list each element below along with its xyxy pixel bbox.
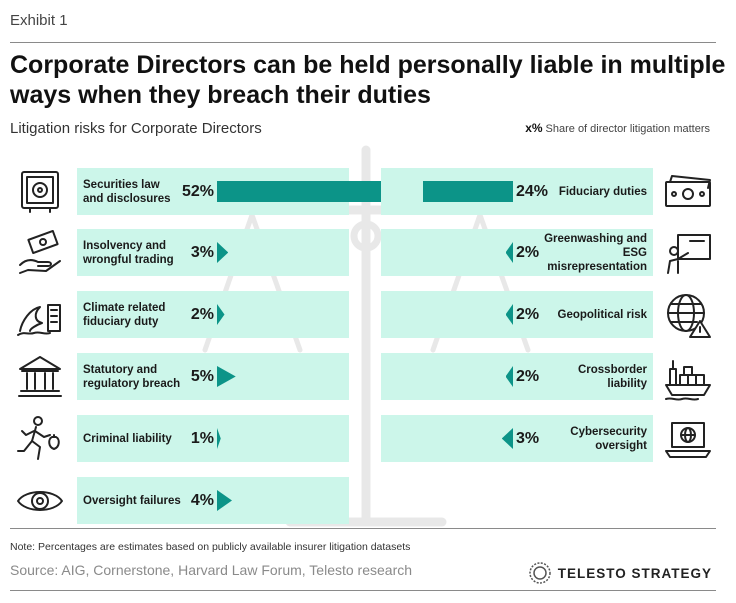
right-row: Fiduciary duties 24%	[381, 168, 653, 215]
legend-marker: x%	[525, 121, 543, 135]
bar	[217, 181, 412, 202]
footer-rule	[10, 590, 716, 591]
value-label: 4%	[190, 491, 214, 509]
courthouse-icon	[18, 356, 62, 397]
left-row: Insolvency and wrongful trading 3%	[77, 229, 349, 276]
bar	[423, 181, 513, 202]
chart-title: Corporate Directors can be held personal…	[10, 51, 726, 109]
bar	[501, 428, 513, 449]
brand-logo: TELESTO STRATEGY	[528, 562, 712, 584]
safe-icon	[21, 171, 59, 213]
value-label: 52%	[181, 182, 214, 200]
footnote: Note: Percentages are estimates based on…	[10, 541, 411, 553]
value-label: 5%	[190, 367, 214, 385]
category-label: Cybersecurity oversight	[570, 425, 647, 452]
money-hand-icon	[19, 229, 61, 274]
category-label: Insolvency and wrongful trading	[83, 239, 174, 266]
bar	[217, 490, 232, 511]
right-row: Cybersecurity oversight 3%	[381, 415, 653, 462]
value-label: 3%	[190, 243, 214, 261]
category-label: Criminal liability	[83, 432, 172, 445]
bar	[217, 428, 221, 449]
exhibit-label: Exhibit 1	[10, 12, 68, 29]
legend-text: Share of director litigation matters	[545, 123, 710, 135]
left-row: Climate related fiduciary duty 2%	[77, 291, 349, 338]
left-row: Criminal liability 1%	[77, 415, 349, 462]
running-thief-icon	[17, 416, 60, 460]
category-label: Oversight failures	[83, 494, 181, 507]
bar	[505, 366, 513, 387]
value-label: 3%	[516, 429, 540, 447]
bar	[217, 242, 229, 263]
brand-name: TELESTO STRATEGY	[557, 565, 712, 581]
bar	[505, 304, 513, 325]
telesto-logo-icon	[528, 562, 551, 584]
value-label: 1%	[190, 429, 214, 447]
laptop-globe-icon	[665, 422, 711, 458]
bar	[505, 242, 513, 263]
value-label: 24%	[516, 182, 549, 200]
category-label: Statutory and regulatory breach	[83, 363, 181, 390]
category-label: Climate related fiduciary duty	[83, 301, 166, 328]
category-label: Crossborder liability	[577, 363, 647, 390]
cargo-ship-icon	[665, 360, 711, 401]
category-label: Geopolitical risk	[557, 308, 647, 321]
value-label: 2%	[516, 367, 540, 385]
banknotes-icon	[665, 175, 711, 207]
right-row: Crossborder liability 2%	[381, 353, 653, 400]
source-line: Source: AIG, Cornerstone, Harvard Law Fo…	[10, 562, 413, 578]
chart-subtitle: Litigation risks for Corporate Directors	[10, 120, 262, 137]
value-label: 2%	[516, 305, 540, 323]
value-label: 2%	[516, 243, 540, 261]
value-label: 2%	[190, 305, 214, 323]
category-label: Greenwashing and ESG misrepresentation	[544, 232, 647, 273]
presentation-icon	[667, 234, 711, 274]
wave-building-icon	[17, 304, 61, 336]
right-row: Greenwashing and ESG misrepresentation 2%	[381, 229, 653, 276]
left-row: Oversight failures 4%	[77, 477, 349, 524]
left-row: Securities law and disclosures 52%	[77, 168, 412, 215]
top-rule	[10, 42, 716, 43]
eye-icon	[17, 491, 63, 511]
category-label: Fiduciary duties	[558, 185, 647, 198]
left-row: Statutory and regulatory breach 5%	[77, 353, 349, 400]
right-row: Geopolitical risk 2%	[381, 291, 653, 338]
bar	[217, 304, 225, 325]
globe-warning-icon	[667, 294, 711, 338]
category-label: Securities law and disclosures	[83, 178, 171, 205]
bar	[217, 366, 236, 387]
legend: x% Share of director litigation matters	[525, 121, 710, 135]
bottom-rule	[10, 528, 716, 529]
